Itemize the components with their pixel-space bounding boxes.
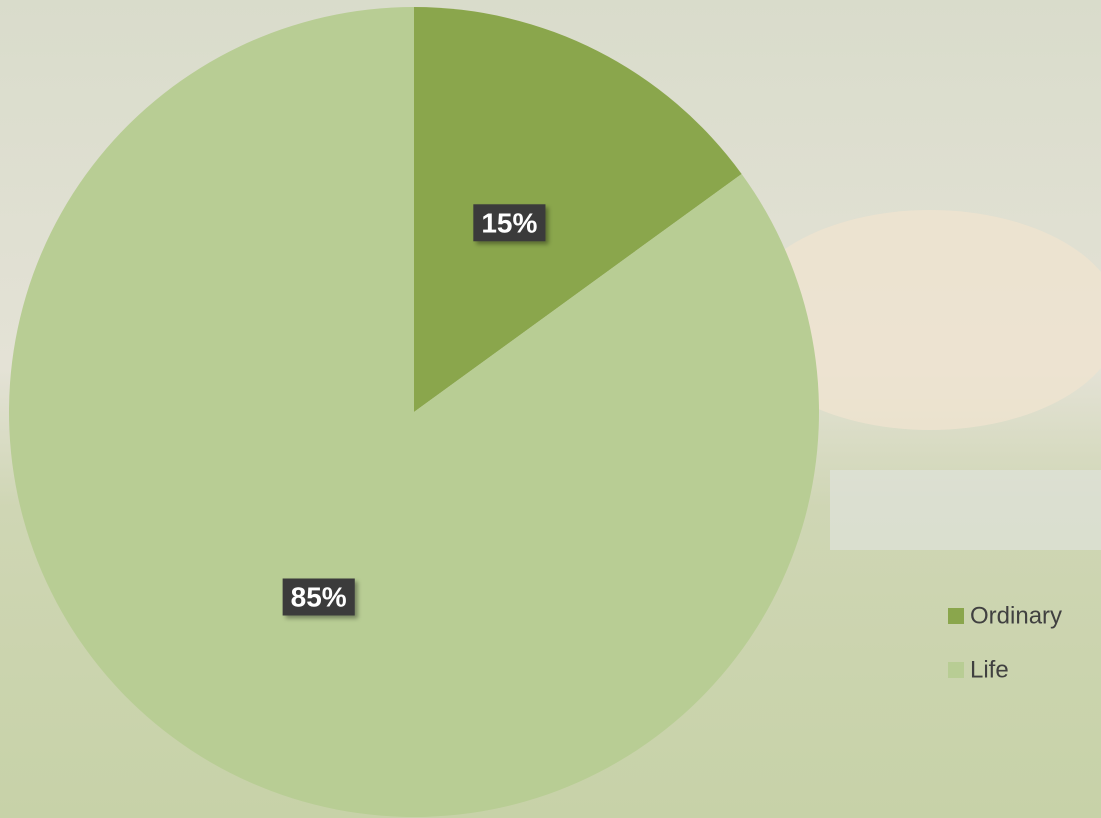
pie-slice — [9, 7, 819, 817]
pie: 15% 85% — [9, 7, 819, 817]
data-label-box — [473, 204, 546, 242]
data-label-text: 15% — [481, 207, 537, 238]
legend-swatch — [948, 608, 964, 624]
data-label-text: 85% — [291, 582, 347, 613]
background-shape — [740, 210, 1101, 430]
background-shape — [830, 470, 1101, 550]
legend-swatch — [948, 662, 964, 678]
legend-label: Ordinary — [970, 602, 1062, 629]
legend: Ordinary Life — [948, 602, 1062, 683]
data-label: 85% — [282, 578, 355, 616]
data-label-box — [282, 578, 355, 616]
data-label: 15% — [473, 204, 546, 242]
pie-slice — [414, 7, 742, 412]
legend-label: Life — [970, 656, 1009, 683]
